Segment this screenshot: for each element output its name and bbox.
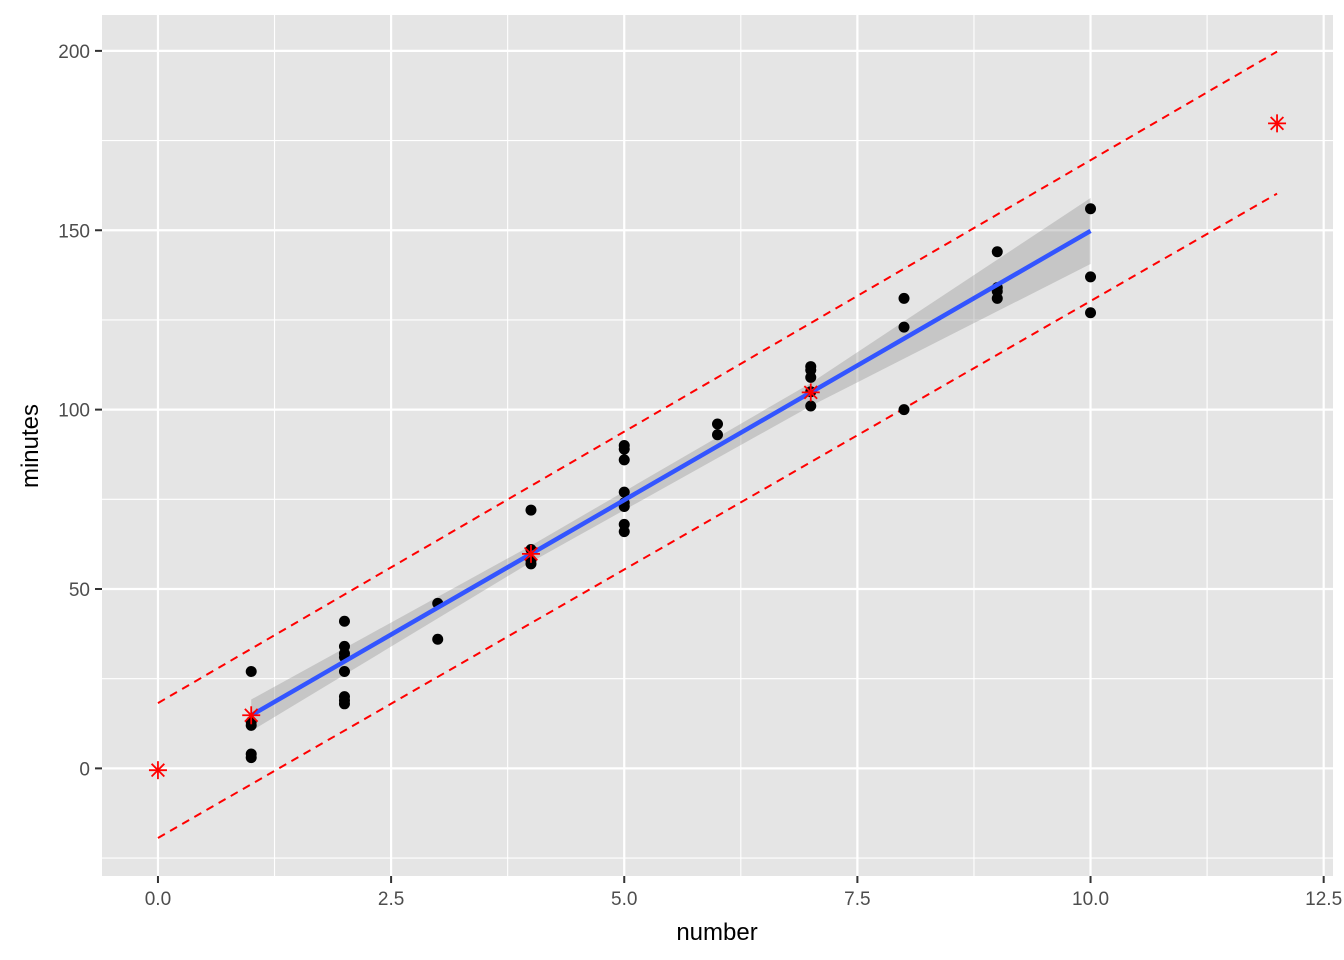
confidence-band (251, 197, 1091, 732)
prediction-point-stroke (150, 763, 165, 778)
y-axis-title: minutes (17, 404, 44, 488)
data-point (1085, 307, 1097, 319)
data-point (991, 246, 1003, 258)
prediction-point-stroke (1270, 116, 1285, 131)
data-point (618, 443, 630, 455)
data-point (712, 418, 723, 430)
x-tick-label: 0.0 (145, 889, 171, 910)
x-axis-title: number (676, 919, 757, 946)
x-axis-ticks: 0.0 2.5 5.0 7.5 10.0 12.5 (145, 876, 1342, 910)
prediction-point (801, 383, 820, 402)
data-points (245, 203, 1097, 764)
data-point (712, 429, 723, 441)
y-tick-label: 150 (58, 221, 90, 242)
prediction-points (148, 114, 1287, 780)
data-point (805, 371, 817, 383)
data-point (525, 558, 537, 570)
data-point (898, 292, 910, 304)
x-tick-label: 2.5 (378, 889, 404, 910)
x-tick-label: 12.5 (1305, 889, 1342, 910)
data-point (338, 615, 350, 627)
y-tick-label: 0 (79, 759, 90, 780)
data-point (432, 633, 444, 645)
y-tick-label: 50 (69, 580, 90, 601)
y-tick-label: 200 (58, 42, 90, 63)
x-tick-label: 10.0 (1072, 889, 1109, 910)
data-point (991, 292, 1003, 304)
x-tick-label: 5.0 (611, 889, 637, 910)
prediction-point (148, 761, 167, 780)
data-point (338, 698, 350, 710)
prediction-point-stroke (523, 546, 538, 561)
regression-line (250, 229, 1092, 718)
y-tick-label: 100 (58, 401, 90, 422)
data-point (525, 504, 537, 516)
major-gridlines (102, 15, 1333, 876)
prediction-interval-lines (157, 50, 1278, 839)
data-point (245, 752, 257, 764)
prediction-upper-line (157, 50, 1278, 704)
data-point (618, 526, 630, 538)
data-point (338, 666, 350, 678)
data-point (618, 486, 630, 498)
minor-gridlines (102, 15, 1333, 876)
data-point (1085, 271, 1097, 283)
prediction-point (242, 706, 261, 725)
prediction-point-stroke (803, 385, 818, 400)
prediction-point (1268, 114, 1287, 133)
confidence-band-area (251, 197, 1091, 732)
data-point (898, 404, 910, 416)
data-point (618, 454, 630, 466)
x-tick-label: 7.5 (844, 889, 870, 910)
prediction-lower-line (157, 192, 1278, 839)
regression-line-segment (250, 229, 1092, 718)
prediction-point (521, 544, 540, 563)
y-axis-ticks: 0 50 100 150 200 (58, 42, 102, 780)
data-point (805, 400, 817, 412)
prediction-point-stroke (244, 708, 259, 723)
data-point (898, 321, 910, 333)
data-point (245, 666, 257, 678)
data-point (1085, 203, 1097, 215)
